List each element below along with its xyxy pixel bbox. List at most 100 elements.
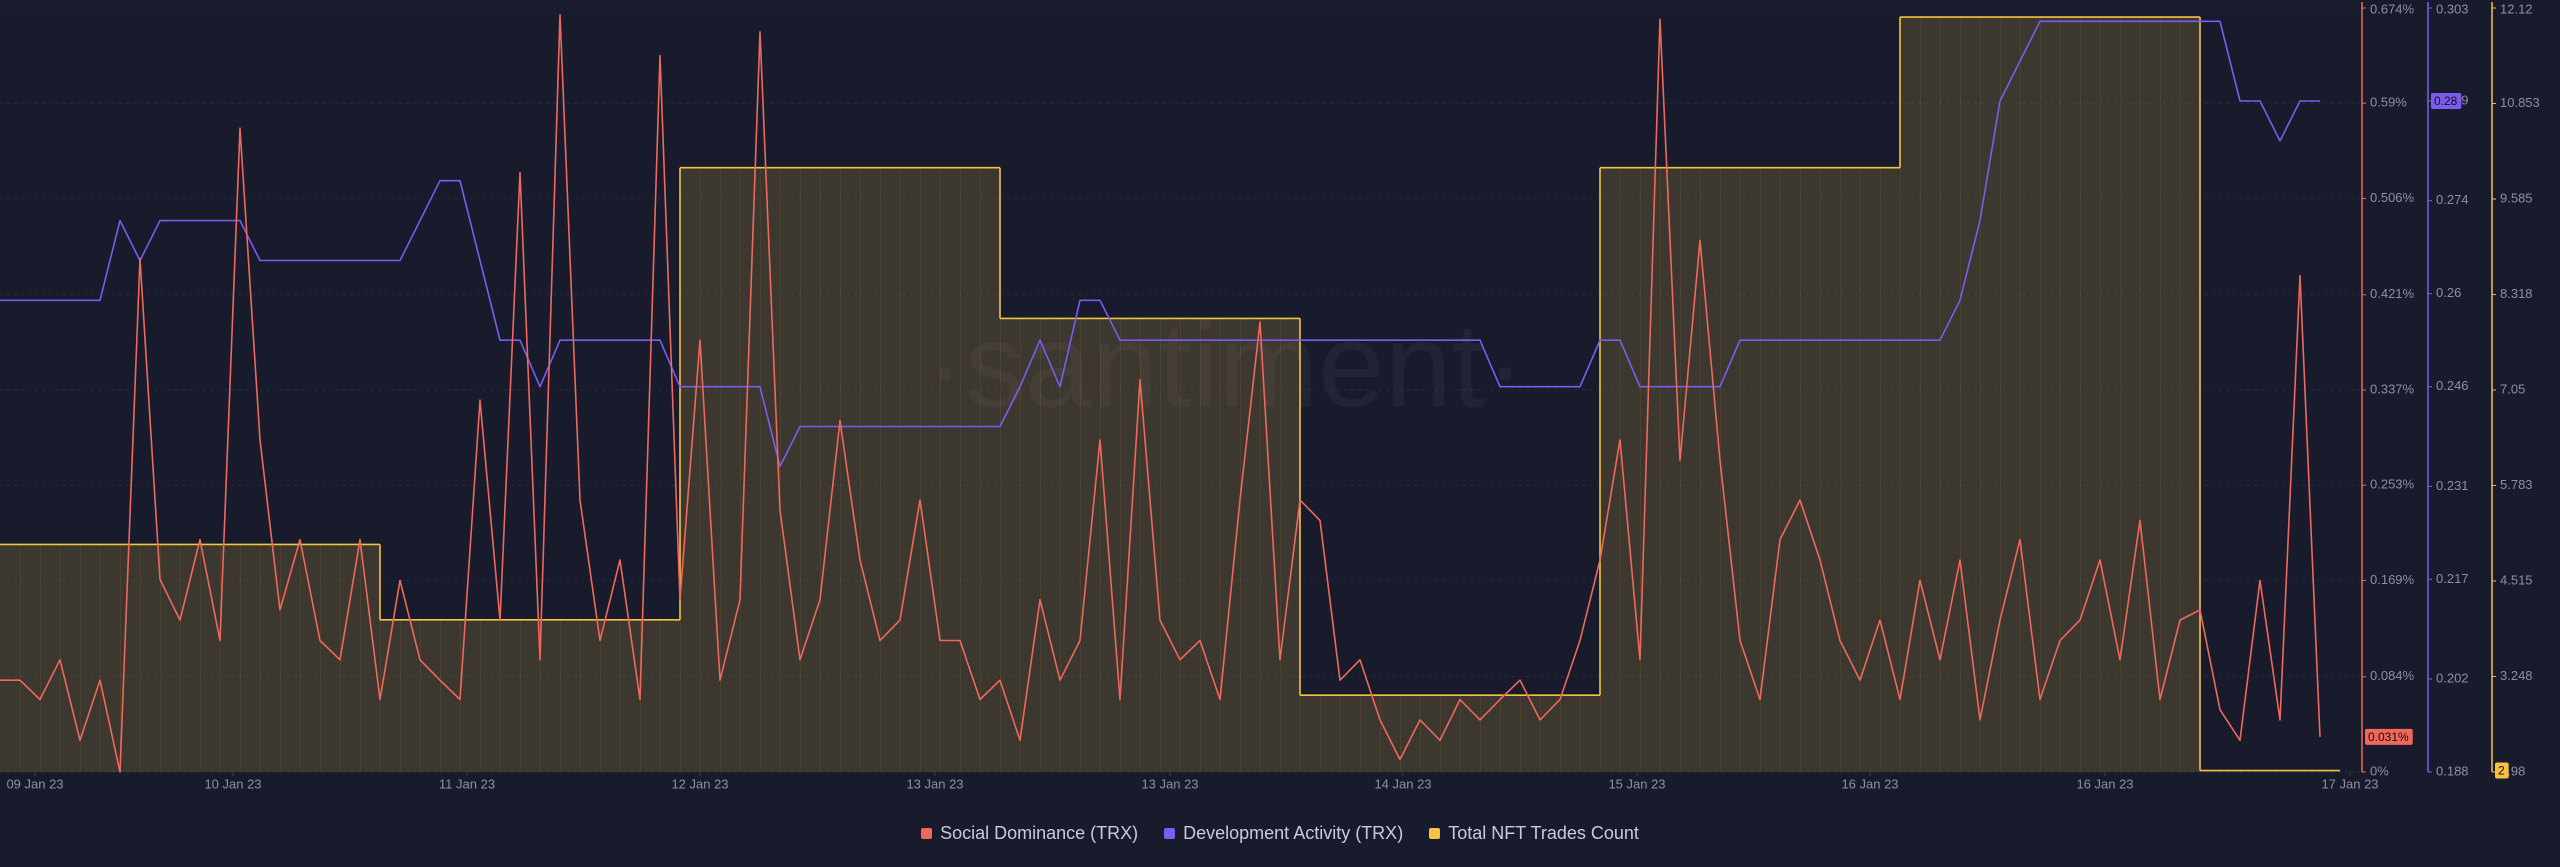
- area-step: [660, 619, 681, 772]
- area-step: [480, 619, 501, 772]
- area-step: [440, 619, 461, 772]
- area-step: [2020, 17, 2041, 772]
- y-tick-label: 7.05: [2500, 381, 2525, 396]
- area-step: [1700, 167, 1721, 772]
- area-step: [920, 167, 941, 772]
- legend-label: Social Dominance (TRX): [940, 822, 1139, 843]
- area-step: [1860, 167, 1881, 772]
- badge-box: [2431, 93, 2462, 110]
- area-step: [1580, 695, 1601, 772]
- area-step: [1280, 318, 1301, 772]
- y-tick-label: 0.59%: [2370, 95, 2407, 110]
- legend-item[interactable]: Social Dominance (TRX): [921, 823, 1138, 844]
- area-step: [80, 544, 101, 772]
- area-step: [2080, 17, 2101, 772]
- area-step: [460, 619, 481, 772]
- area-step: [880, 167, 901, 772]
- area-step: [1480, 695, 1501, 772]
- area-step: [940, 167, 961, 772]
- area-step: [420, 619, 441, 772]
- area-step: [1200, 318, 1221, 772]
- legend-swatch: [1429, 827, 1441, 839]
- legend-item[interactable]: Development Activity (TRX): [1164, 823, 1403, 844]
- area-step: [1440, 695, 1461, 772]
- y-tick-label: 0.246: [2436, 378, 2469, 393]
- x-tick-label: 14 Jan 23: [1374, 776, 1431, 791]
- area-step: [1260, 318, 1281, 772]
- area-step: [60, 544, 81, 772]
- x-tick-label: 17 Jan 23: [2321, 776, 2378, 791]
- area-step: [1920, 17, 1941, 772]
- area-step: [840, 167, 861, 772]
- legend-item[interactable]: Total NFT Trades Count: [1429, 823, 1639, 844]
- area-step: [320, 544, 341, 772]
- x-tick-label: 15 Jan 23: [1608, 776, 1665, 791]
- legend-swatch: [921, 827, 933, 839]
- area-step: [1660, 167, 1681, 772]
- area-step: [1400, 695, 1421, 772]
- area-step: [900, 167, 921, 772]
- y-tick-label: 12.12: [2500, 1, 2533, 16]
- legend-label: Total NFT Trades Count: [1448, 822, 1639, 843]
- y-tick-label: 0.274: [2436, 192, 2469, 207]
- area-step: [740, 167, 761, 772]
- y-tick-label: 5.783: [2500, 477, 2533, 492]
- legend-label: Development Activity (TRX): [1183, 822, 1404, 843]
- area-step: [700, 167, 721, 772]
- area-step: [100, 544, 121, 772]
- area-step: [1960, 17, 1981, 772]
- series-area: [0, 16, 2341, 772]
- area-step: [520, 619, 541, 772]
- y-tick-label: 0.303: [2436, 1, 2469, 16]
- x-tick-label: 13 Jan 23: [906, 776, 963, 791]
- area-step: [1740, 167, 1761, 772]
- area-step: [980, 167, 1001, 772]
- area-step: [140, 544, 161, 772]
- area-step: [2040, 17, 2061, 772]
- area-step: [1800, 167, 1821, 772]
- area-step: [1560, 695, 1581, 772]
- area-step: [580, 619, 601, 772]
- area-step: [400, 619, 421, 772]
- area-step: [360, 544, 381, 772]
- area-step: [280, 544, 301, 772]
- area-step: [560, 619, 581, 772]
- area-step: [120, 544, 141, 772]
- area-step: [300, 544, 321, 772]
- area-step: [1680, 167, 1701, 772]
- x-tick-label: 12 Jan 23: [671, 776, 728, 791]
- value-badge: 0.28: [2431, 93, 2462, 110]
- y-tick-label: 0%: [2370, 763, 2389, 778]
- area-step: [1380, 695, 1401, 772]
- area-step: [1360, 695, 1381, 772]
- y-tick-label: 0.506%: [2370, 190, 2415, 205]
- area-step: [640, 619, 661, 772]
- y-tick-label: 0.421%: [2370, 286, 2415, 301]
- area-step: [1820, 167, 1841, 772]
- area-step: [760, 167, 781, 772]
- area-step: [1500, 695, 1521, 772]
- area-step: [1100, 318, 1121, 772]
- area-step: [1900, 17, 1921, 772]
- area-step: [540, 619, 561, 772]
- area-step: [1240, 318, 1261, 772]
- area-step: [600, 619, 621, 772]
- area-step: [2160, 17, 2181, 772]
- area-step: [1320, 695, 1341, 772]
- area-step: [1340, 695, 1361, 772]
- area-step: [1640, 167, 1661, 772]
- x-tick-label: 16 Jan 23: [2076, 776, 2133, 791]
- badge-label: 0.031%: [2368, 730, 2409, 744]
- area-step: [1180, 318, 1201, 772]
- y-tick-label: 0.084%: [2370, 668, 2415, 683]
- series-line: [0, 14, 2321, 773]
- area-step: [1160, 318, 1181, 772]
- area-step: [1940, 17, 1961, 772]
- area-step: [220, 544, 241, 772]
- area-step: [1620, 167, 1641, 772]
- area-step: [2100, 17, 2121, 772]
- x-tick-label: 11 Jan 23: [439, 776, 495, 791]
- area-step: [1140, 318, 1161, 772]
- area-step: [2000, 17, 2021, 772]
